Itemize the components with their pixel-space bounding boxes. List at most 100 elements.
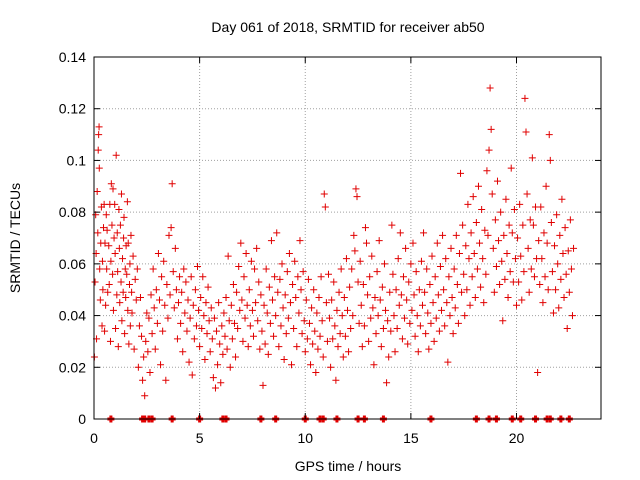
- data-point: [369, 304, 377, 312]
- data-point: [522, 128, 530, 136]
- data-point: [103, 265, 111, 273]
- data-point: [535, 237, 543, 245]
- data-point: [277, 322, 285, 330]
- data-point: [311, 327, 319, 335]
- data-point: [111, 200, 119, 208]
- data-point: [105, 281, 113, 289]
- data-point: [106, 337, 114, 345]
- data-point: [133, 265, 141, 273]
- data-point: [405, 278, 413, 286]
- data-point: [163, 281, 171, 289]
- data-point: [357, 301, 365, 309]
- data-point: [529, 221, 537, 229]
- data-point: [474, 182, 482, 190]
- data-point: [233, 288, 241, 296]
- data-point: [154, 250, 162, 258]
- data-point: [354, 278, 362, 286]
- data-point: [476, 239, 484, 247]
- data-point: [504, 293, 512, 301]
- data-point: [185, 358, 193, 366]
- data-point: [314, 345, 322, 353]
- data-point: [164, 314, 172, 322]
- data-point: [356, 257, 364, 265]
- data-point: [266, 319, 274, 327]
- data-point: [562, 270, 570, 278]
- data-point: [570, 244, 578, 252]
- data-point: [479, 255, 487, 263]
- data-point: [536, 281, 544, 289]
- data-point: [332, 376, 340, 384]
- data-point: [214, 361, 222, 369]
- data-point: [566, 216, 574, 224]
- data-point: [272, 312, 280, 320]
- y-axis-label: SRMTID / TECUs: [7, 183, 23, 293]
- data-point: [292, 293, 300, 301]
- data-point: [389, 270, 397, 278]
- data-point: [506, 268, 514, 276]
- data-point: [296, 237, 304, 245]
- data-point: [460, 270, 468, 278]
- data-point: [130, 345, 138, 353]
- data-point: [435, 327, 443, 335]
- data-point: [551, 242, 559, 250]
- data-point: [436, 262, 444, 270]
- data-point: [331, 322, 339, 330]
- data-point: [223, 345, 231, 353]
- data-point: [414, 348, 422, 356]
- data-point: [520, 268, 528, 276]
- data-point: [544, 286, 552, 294]
- data-point: [211, 384, 219, 392]
- data-point: [386, 288, 394, 296]
- data-point: [122, 293, 130, 301]
- data-point: [486, 84, 494, 92]
- data-point: [511, 255, 519, 263]
- y-tick-label: 0.08: [59, 204, 86, 220]
- data-point: [102, 301, 110, 309]
- data-point: [293, 343, 301, 351]
- data-point: [196, 343, 204, 351]
- data-point: [94, 229, 102, 237]
- data-point: [447, 244, 455, 252]
- data-point: [91, 278, 99, 286]
- data-point: [497, 208, 505, 216]
- data-point: [377, 343, 385, 351]
- data-point: [560, 293, 568, 301]
- data-point: [510, 206, 518, 214]
- data-point: [209, 374, 217, 382]
- data-point: [117, 190, 125, 198]
- data-point: [407, 260, 415, 268]
- data-point: [142, 337, 150, 345]
- data-point: [395, 301, 403, 309]
- data-point: [269, 296, 277, 304]
- data-point: [317, 273, 325, 281]
- data-point: [181, 309, 189, 317]
- data-point: [346, 283, 354, 291]
- data-point: [446, 312, 454, 320]
- data-point: [175, 299, 182, 307]
- data-point: [210, 314, 218, 322]
- data-point: [351, 247, 359, 255]
- data-point: [123, 270, 131, 278]
- data-point: [338, 312, 346, 320]
- data-point: [257, 291, 265, 299]
- data-point: [382, 306, 390, 314]
- data-point: [182, 278, 190, 286]
- data-point: [101, 327, 109, 335]
- data-point: [264, 350, 272, 358]
- data-point: [540, 229, 548, 237]
- data-point: [281, 291, 289, 299]
- data-point: [126, 260, 134, 268]
- data-point: [96, 296, 104, 304]
- data-point: [248, 306, 256, 314]
- y-tick-label: 0: [78, 411, 86, 427]
- data-point: [151, 345, 159, 353]
- data-point: [472, 218, 480, 226]
- axis-ticks: 0 0.02 0.04 0.06 0.08 0.1 0.12 0.14 0 5 10 15 20: [59, 49, 601, 446]
- data-point: [524, 244, 532, 252]
- x-tick-label: 15: [403, 430, 419, 446]
- data-point: [101, 239, 109, 247]
- data-point: [321, 203, 329, 211]
- data-point: [487, 125, 495, 133]
- data-point: [336, 330, 344, 338]
